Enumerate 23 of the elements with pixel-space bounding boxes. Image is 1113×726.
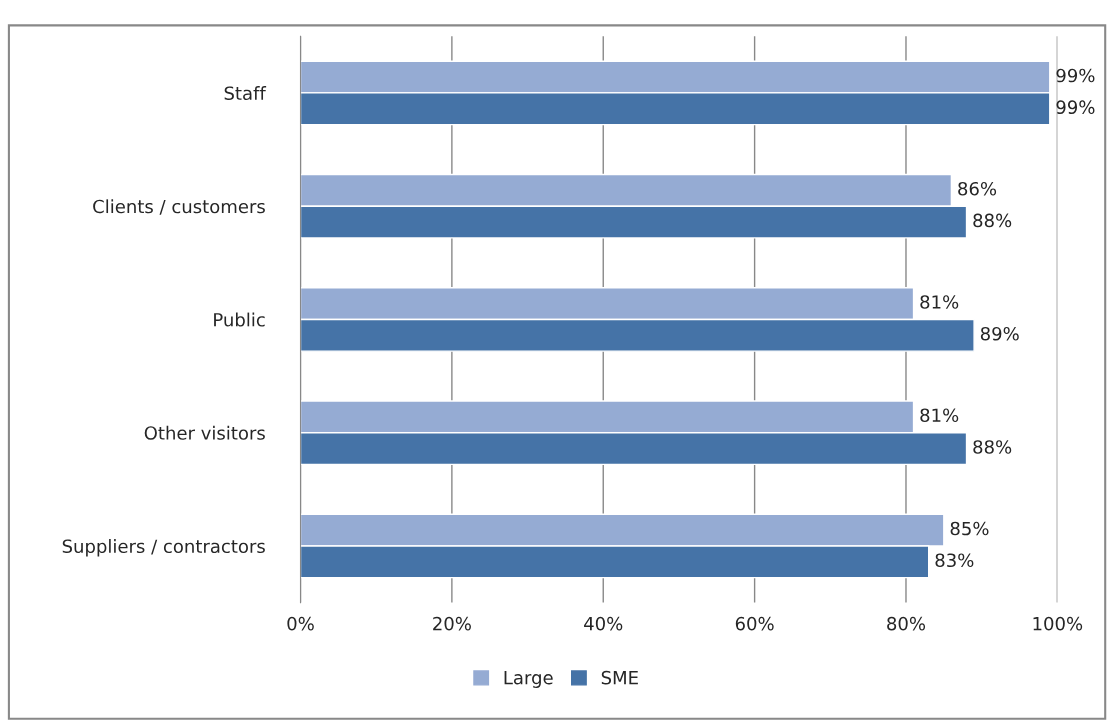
y-tick-label: Clients / customers (93, 199, 265, 215)
y-tick-label: Suppliers / contractors (62, 539, 265, 557)
x-tick-label: 80% (887, 616, 926, 631)
data-label: 99% (1056, 68, 1095, 83)
data-label: 89% (980, 326, 1019, 341)
y-tick-label: Other visitors (144, 425, 265, 440)
data-label: 81% (920, 408, 959, 423)
x-tick-label: 0% (287, 616, 314, 631)
legend-label: Large (504, 671, 553, 688)
data-label: 88% (973, 440, 1012, 454)
data-label: 86% (958, 181, 997, 196)
data-label: 81% (920, 295, 959, 309)
x-tick-label: 20% (433, 616, 471, 631)
x-tick-label: 100% (1033, 616, 1083, 631)
data-label: 85% (950, 521, 989, 536)
data-label: 99% (1056, 100, 1095, 115)
x-tick-label: 40% (584, 616, 623, 631)
y-tick-label: Public (214, 312, 265, 327)
x-tick-label: 60% (735, 616, 774, 631)
data-label: 83% (935, 553, 974, 568)
legend-label: SME (601, 670, 638, 685)
y-tick-label: Staff (224, 86, 267, 101)
data-label: 88% (973, 213, 1012, 228)
